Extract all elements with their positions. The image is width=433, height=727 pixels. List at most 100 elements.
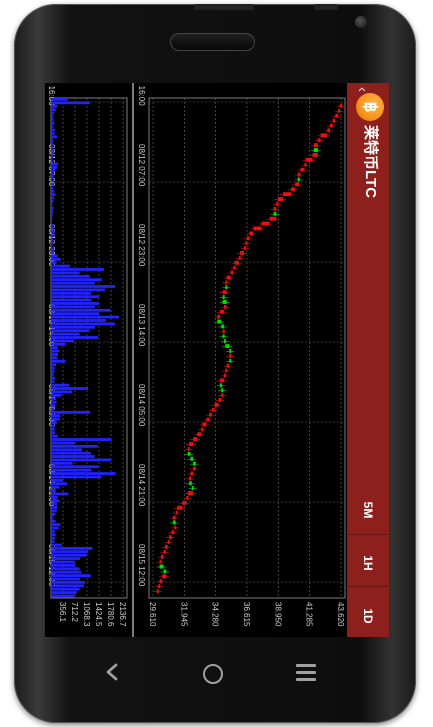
candle — [300, 167, 305, 172]
volume-bar — [51, 220, 53, 224]
candle — [283, 192, 292, 197]
timeframe-1d-button[interactable]: 1D — [347, 601, 389, 631]
time-tick-label: 08/13 14:00 — [47, 304, 56, 347]
candle — [229, 358, 232, 363]
volume-bar — [51, 169, 55, 173]
volume-bar — [51, 591, 77, 594]
volume-bar — [51, 339, 74, 343]
volume-bar — [51, 302, 100, 305]
volume-bar — [51, 349, 60, 353]
candle — [175, 510, 178, 515]
candle — [246, 236, 250, 241]
volume-bar — [51, 322, 116, 326]
time-tick-label: 08/15 12:00 — [137, 544, 146, 587]
volume-bar — [51, 383, 70, 387]
volume-bar — [51, 237, 54, 241]
nav-back-icon[interactable] — [104, 663, 120, 681]
volume-bar — [51, 264, 70, 268]
volume-bar — [51, 115, 54, 118]
volume-bar — [51, 366, 55, 370]
volume-bar — [51, 359, 66, 363]
candle — [206, 417, 210, 422]
volume-bar — [51, 594, 75, 598]
candle — [201, 427, 204, 432]
candle — [219, 378, 224, 383]
candle — [273, 211, 277, 216]
nav-home-icon[interactable] — [203, 664, 223, 684]
timeframe-1h-button[interactable]: 1H — [347, 548, 389, 578]
timeframe-label: 1H — [361, 555, 375, 571]
candle — [320, 133, 328, 138]
volume-bar — [51, 251, 55, 254]
volume-bar — [51, 183, 54, 186]
volume-bar — [51, 203, 53, 207]
candle — [226, 363, 230, 368]
volume-bar — [51, 149, 54, 152]
volume-bar — [51, 138, 54, 142]
back-chevron-icon[interactable]: ‹ — [354, 87, 371, 92]
volume-tick-label: 1068.3 — [82, 602, 91, 627]
candle — [304, 162, 307, 167]
volume-bar — [51, 438, 112, 441]
volume-bar — [51, 448, 83, 452]
volume-bar — [51, 567, 80, 571]
candle — [297, 172, 301, 177]
timeframe-label: 1D — [361, 608, 375, 624]
volume-bar — [51, 557, 80, 560]
volume-bar — [51, 380, 55, 384]
volume-bar — [51, 475, 102, 479]
candle — [218, 398, 222, 402]
volume-bar — [51, 376, 56, 380]
time-tick-label: 08/12 23:00 — [137, 224, 146, 267]
candle — [222, 334, 225, 339]
candle — [221, 393, 224, 397]
volume-bar — [51, 291, 92, 295]
volume-bar — [51, 356, 58, 360]
volume-bar — [51, 353, 59, 356]
volume-tick-label: 356.1 — [58, 602, 67, 623]
candle — [174, 525, 177, 530]
price-tick-label: 31.945 — [179, 602, 188, 627]
earpiece-speaker — [170, 33, 255, 51]
volume-bar — [51, 417, 60, 421]
volume-bar — [51, 210, 54, 214]
volume-bar — [51, 482, 68, 486]
volume-bar — [51, 526, 59, 530]
candle — [297, 177, 300, 182]
candle — [226, 275, 231, 280]
candle — [244, 246, 247, 250]
candle — [317, 138, 321, 143]
volume-bar — [51, 536, 56, 540]
volume-bar — [51, 179, 53, 183]
volume-bar — [51, 424, 56, 428]
volume-bar — [51, 584, 85, 588]
candle — [186, 496, 189, 500]
candle — [276, 202, 279, 206]
nav-menu-icon[interactable] — [296, 664, 316, 682]
candle — [193, 437, 198, 442]
volume-bar — [51, 410, 91, 414]
candle — [229, 353, 232, 358]
volume-bar — [51, 485, 60, 489]
volume-bar — [51, 458, 111, 462]
candle — [338, 108, 341, 113]
volume-bar — [51, 550, 89, 554]
candle — [225, 285, 228, 290]
volume-bar — [51, 247, 54, 251]
candle — [238, 255, 241, 260]
volume-bar — [51, 104, 58, 108]
volume-bar — [51, 574, 91, 577]
volume-bar — [51, 560, 75, 564]
price-tick-label: 38.950 — [273, 602, 282, 627]
volume-bar — [51, 390, 73, 394]
volume-bar — [51, 200, 54, 203]
volume-bar — [51, 421, 57, 424]
volume-bar — [51, 434, 58, 438]
timeframe-5m-button[interactable]: 5M — [347, 495, 389, 525]
volume-bar — [51, 465, 100, 469]
time-tick-label: 08/11 16:00 — [47, 83, 56, 106]
candle — [261, 221, 270, 226]
candle — [221, 324, 224, 329]
candle — [327, 128, 330, 133]
